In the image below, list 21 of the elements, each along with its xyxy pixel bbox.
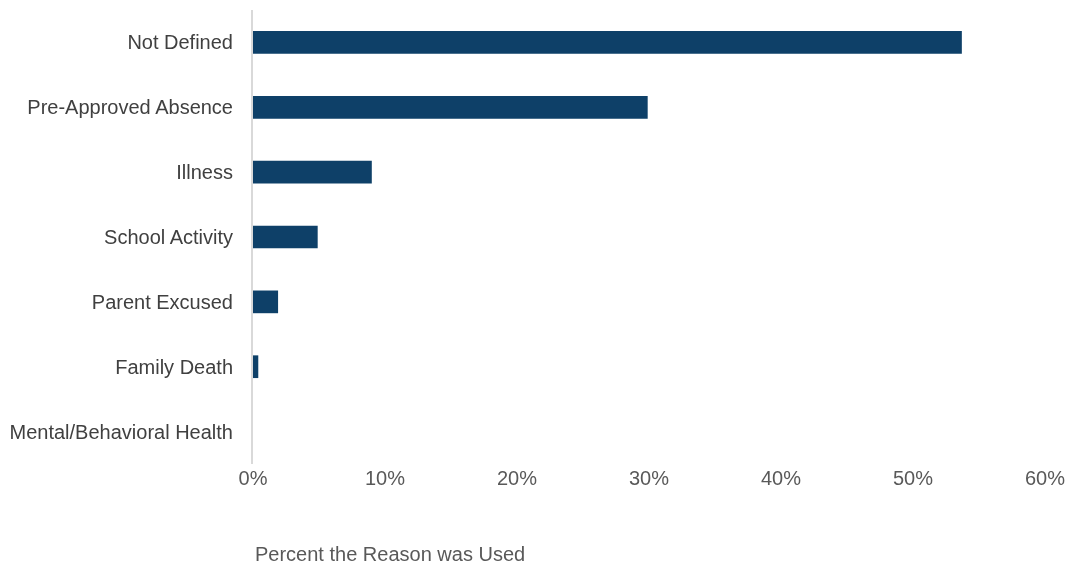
y-tick-label: Not Defined — [127, 31, 233, 54]
bar — [253, 31, 962, 54]
x-tick-label: 60% — [1024, 467, 1066, 489]
x-tick-label: 10% — [364, 467, 406, 489]
y-tick-label: Illness — [176, 161, 233, 184]
x-tick-label: 30% — [628, 467, 670, 489]
x-axis-title: Percent the Reason was Used — [255, 543, 526, 565]
y-tick-label: Pre-Approved Absence — [27, 96, 233, 119]
x-tick-label: 50% — [892, 467, 934, 489]
x-tick-label: 40% — [760, 467, 802, 489]
bar — [253, 290, 279, 314]
y-tick-label: Mental/Behavioral Health — [9, 420, 233, 443]
bar — [253, 355, 259, 379]
y-tick-label: Parent Excused — [91, 290, 233, 313]
y-tick-label: Family Death — [115, 355, 233, 378]
x-tick-label: 0% — [238, 467, 268, 489]
bar — [253, 225, 318, 249]
bar — [253, 160, 372, 184]
bar — [253, 95, 648, 119]
y-tick-label: School Activity — [104, 226, 233, 248]
x-tick-label: 20% — [496, 467, 538, 489]
